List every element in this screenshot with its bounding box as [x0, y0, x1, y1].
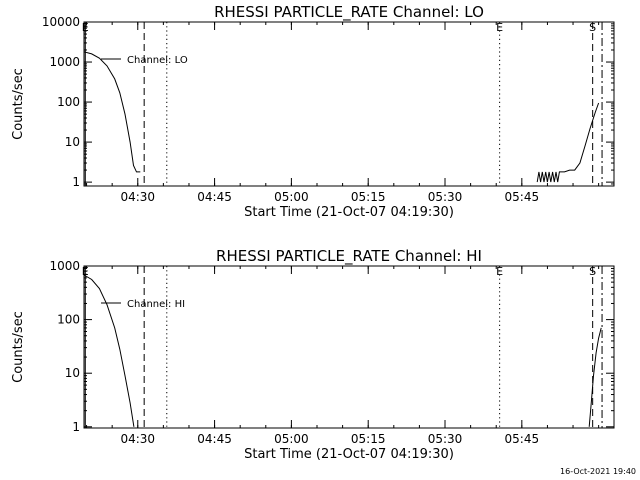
- vertical-marker-label: S: [589, 265, 596, 278]
- x-tick-label: 05:30: [428, 190, 463, 204]
- y-tick-label: 100: [57, 95, 80, 109]
- legend-label: Channel: HI: [127, 299, 185, 310]
- x-tick-label: 05:45: [505, 190, 540, 204]
- lo-channel-panel: RHESSI PARTICLE_RATE Channel: LO 04:30 04:…: [11, 3, 615, 220]
- chart-title: RHESSI PARTICLE_RATE Channel: HI: [216, 247, 482, 266]
- data-series-line: [83, 274, 135, 427]
- y-tick-label: 1000: [49, 259, 80, 273]
- plot-frame: [83, 21, 615, 187]
- data-series-line: [83, 51, 141, 173]
- hi-channel-panel: RHESSI PARTICLE_RATE Channel: HI 04:30 04:…: [11, 247, 615, 462]
- y-tick-label: 100: [57, 313, 80, 327]
- x-tick-label: 05:00: [274, 432, 309, 446]
- vertical-marker-label: E: [496, 265, 503, 278]
- y-tick-label: 10: [65, 366, 80, 380]
- data-series-line: [588, 327, 602, 427]
- x-tick-label: 05:45: [505, 432, 540, 446]
- vertical-marker-label: E: [82, 265, 89, 278]
- legend-label: Channel: LO: [127, 55, 188, 66]
- plot-frame: [83, 265, 615, 429]
- x-tick-label: 05:15: [351, 190, 386, 204]
- x-tick-label: 04:30: [120, 432, 155, 446]
- y-tick-label: 1: [72, 420, 80, 434]
- x-tick-label: 04:45: [197, 432, 232, 446]
- vertical-marker-label: E: [82, 21, 89, 34]
- x-tick-label: 04:45: [197, 190, 232, 204]
- y-tick-label: 10000: [42, 15, 80, 29]
- y-axis-label: Counts/sec: [11, 68, 26, 140]
- chart-title: RHESSI PARTICLE_RATE Channel: LO: [214, 3, 484, 22]
- x-axis-label: Start Time (21-Oct-07 04:19:30): [244, 205, 454, 220]
- y-tick-label: 10: [65, 135, 80, 149]
- generation-timestamp: 16-Oct-2021 19:40: [560, 467, 636, 476]
- data-series-line: [536, 102, 600, 183]
- y-tick-label: 1: [72, 175, 80, 189]
- vertical-marker-label: S: [589, 21, 596, 34]
- x-tick-label: 04:30: [120, 190, 155, 204]
- y-tick-label: 1000: [49, 55, 80, 69]
- x-tick-label: 05:15: [351, 432, 386, 446]
- x-axis-label: Start Time (21-Oct-07 04:19:30): [244, 447, 454, 462]
- y-axis-label: Counts/sec: [11, 311, 26, 383]
- x-tick-label: 05:30: [428, 432, 463, 446]
- vertical-marker-label: E: [496, 21, 503, 34]
- x-tick-label: 05:00: [274, 190, 309, 204]
